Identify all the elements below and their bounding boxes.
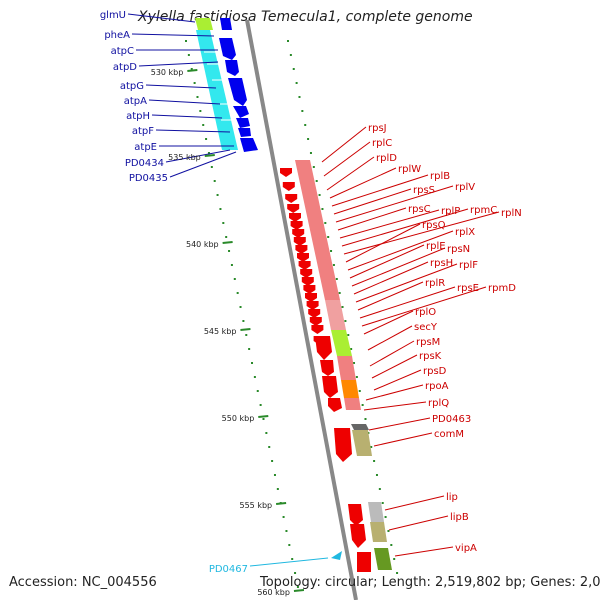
gene-label-pheA: pheA (104, 30, 130, 41)
gene-label-atpD: atpD (113, 62, 137, 73)
gene-label-atpC: atpC (111, 46, 134, 57)
gene-label-secY: secY (414, 322, 438, 333)
secondary-track (287, 40, 399, 574)
gene-label-lipB: lipB (450, 512, 469, 523)
genome-backbone (245, 19, 358, 600)
gene-label-vipA: vipA (455, 543, 477, 554)
gene-label-PD0435: PD0435 (129, 173, 168, 184)
topology-text: Topology: circular; Length: 2,519,802 bp… (260, 575, 600, 590)
gene-label-rpsN: rpsN (447, 244, 470, 255)
left-leader-lines (127, 13, 329, 567)
gene-label-rpsD: rpsD (423, 366, 447, 377)
gene-label-rpsQ: rpsQ (422, 220, 446, 231)
blue-gene-block (195, 18, 258, 152)
gene-label-rplF: rplF (459, 260, 478, 271)
scale-tick (240, 328, 251, 331)
gene-label-rplE: rplE (426, 241, 446, 252)
gene-label-PD0467: PD0467 (209, 564, 248, 575)
gene-label-comM: comM (434, 429, 464, 440)
gene-label-rpmD: rpmD (488, 283, 516, 294)
gene-label-rpmC: rpmC (470, 205, 497, 216)
gene-label-rplC: rplC (372, 138, 392, 149)
gene-label-atpH: atpH (126, 111, 150, 122)
gene-label-rplQ: rplQ (428, 398, 449, 409)
gene-label-rpsC: rpsC (408, 204, 431, 215)
scale-tick (276, 502, 287, 505)
scale-tick (222, 241, 233, 244)
gene-label-atpF: atpF (132, 126, 154, 137)
scale-tick (187, 69, 198, 72)
gene-label-rpsK: rpsK (419, 351, 442, 362)
scale-label: 530 kbp (151, 68, 184, 77)
scale-tick (258, 415, 269, 418)
gene-label-atpE: atpE (134, 142, 157, 153)
gene-label-rpsH: rpsH (430, 258, 453, 269)
gene-label-PD0434: PD0434 (125, 158, 164, 169)
scale-labels: 530 kbp 535 kbp 540 kbp 545 kbp 550 kbp 555 k… (151, 68, 305, 597)
gene-label-rplD: rplD (376, 153, 397, 164)
scale-label: 535 kbp (168, 153, 201, 162)
gene-label-rplR: rplR (425, 278, 445, 289)
scale-tick (204, 154, 215, 157)
gene-label-rplW: rplW (398, 164, 421, 175)
gene-label-atpG: atpG (120, 81, 144, 92)
gene-label-rplO: rplO (415, 307, 436, 318)
gene-label-rplP: rplP (441, 206, 460, 217)
gene-label-atpA: atpA (124, 96, 147, 107)
gene-label-rplV: rplV (455, 182, 475, 193)
gene-label-rpoA: rpoA (425, 381, 449, 392)
gene-label-rplN: rplN (501, 208, 522, 219)
gene-label-rpsE: rpsE (457, 283, 479, 294)
gene-label-rplB: rplB (430, 171, 450, 182)
gene-label-rpsJ: rpsJ (368, 123, 387, 134)
cyan-gene-marker (331, 551, 342, 560)
gene-label-rpsS: rpsS (413, 185, 435, 196)
scale-label: 545 kbp (204, 327, 237, 336)
scale-tick (293, 589, 305, 592)
gene-label-lip: lip (446, 492, 458, 503)
left-gene-labels: glmU pheA atpC atpD atpG atpA atpH atpF atpE PD04… (100, 10, 248, 575)
scale-label: 550 kbp (222, 414, 255, 423)
accession-text: Accession: NC_004556 (9, 575, 157, 590)
gene-label-PD0463: PD0463 (432, 414, 471, 425)
scale-label: 560 kbp (257, 588, 290, 597)
red-gene-block (280, 160, 392, 572)
scale-label: 540 kbp (186, 240, 219, 249)
scale-label: 555 kbp (240, 501, 273, 510)
red-arrows (280, 168, 371, 572)
gene-label-rplX: rplX (455, 227, 475, 238)
gene-label-rpsM: rpsM (416, 337, 440, 348)
right-leader-lines (321, 126, 500, 557)
gene-label-glmU: glmU (100, 10, 126, 21)
